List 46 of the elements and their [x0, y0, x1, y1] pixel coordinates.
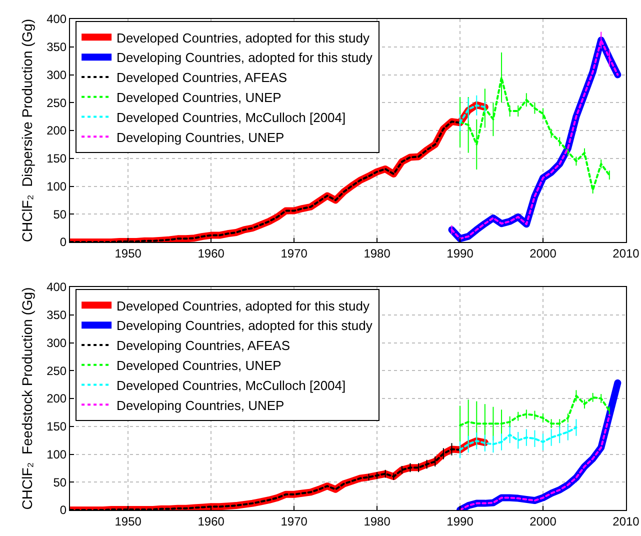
y-axis-title: CHClF₂ Dispersive Production (Gg): [19, 18, 35, 242]
x-tick-label: 1990: [446, 514, 474, 528]
x-tick-label: 1950: [114, 514, 142, 528]
y-tick-label: 100: [46, 447, 67, 462]
y-tick-label: 350: [46, 40, 67, 54]
legend-label: Developed Countries, McCulloch [2004]: [116, 378, 346, 393]
legend-label: Developed Countries, UNEP: [116, 358, 282, 373]
legend-label: Developing Countries, UNEP: [116, 398, 284, 413]
y-tick-label: 250: [46, 364, 67, 378]
y-tick-label: 250: [46, 96, 67, 110]
x-tick-label: 1960: [198, 246, 225, 260]
y-tick-label: 300: [46, 336, 67, 350]
legend-label: Developing Countries, AFEAS: [116, 338, 290, 354]
x-tick-label: 1990: [446, 246, 474, 260]
x-tick-label: 1970: [280, 246, 308, 260]
x-tick-label: 2000: [530, 514, 557, 528]
y-tick-label: 200: [46, 392, 67, 406]
y-tick-label: 400: [46, 12, 67, 26]
y-tick-label: 150: [46, 420, 67, 434]
x-tick-label: 2010: [612, 514, 640, 528]
legend-label: Developed Countries, AFEAS: [116, 70, 288, 86]
x-tick-label: 1980: [364, 246, 391, 260]
x-tick-label: 1960: [198, 514, 225, 528]
y-tick-label: 100: [46, 179, 67, 194]
legend-label: Developed Countries, UNEP: [116, 90, 282, 105]
y-tick-label: 300: [46, 68, 67, 82]
y-tick-label: 150: [46, 152, 67, 166]
x-tick-label: 1970: [280, 514, 308, 528]
y-tick-label: 400: [46, 280, 67, 294]
y-tick-label: 50: [53, 207, 67, 222]
legend-label: Developed Countries, adopted for this study: [116, 30, 370, 46]
x-tick-label: 1980: [364, 514, 391, 528]
legend-label: Developing Countries, adopted for this study: [116, 50, 373, 66]
x-tick-label: 2010: [612, 246, 640, 260]
x-tick-label: 2000: [530, 246, 557, 260]
y-tick-label: 350: [46, 308, 67, 322]
legend-label: Developed Countries, McCulloch [2004]: [116, 110, 346, 125]
y-axis-title: CHClF₂ Feedstock Production (Gg): [19, 287, 35, 510]
y-tick-label: 0: [60, 503, 67, 518]
legend-label: Developed Countries, adopted for this study: [116, 298, 370, 314]
y-tick-label: 0: [60, 235, 67, 250]
y-tick-label: 50: [53, 475, 67, 490]
x-tick-label: 1950: [114, 246, 142, 260]
legend-label: Developing Countries, adopted for this study: [116, 318, 373, 334]
y-tick-label: 200: [46, 124, 67, 138]
legend-label: Developing Countries, UNEP: [116, 130, 284, 145]
